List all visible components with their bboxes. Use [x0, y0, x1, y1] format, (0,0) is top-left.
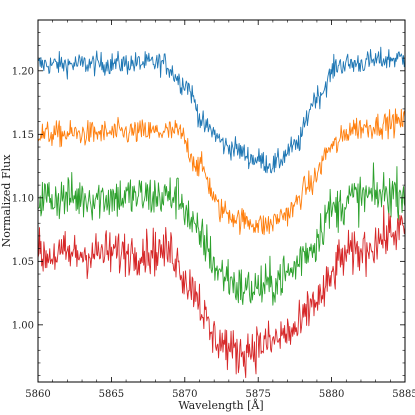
- series-line-1: [38, 46, 405, 174]
- x-tick-label: 5875: [245, 389, 270, 400]
- plot-frame: [37, 19, 406, 383]
- x-tick-label: 5870: [172, 389, 197, 400]
- series-line-3: [38, 162, 405, 306]
- y-axis-label: Normalized Flux: [0, 154, 13, 248]
- y-tick-label: 1.20: [12, 66, 34, 77]
- series-line-2: [38, 108, 405, 236]
- ticks-layer: 5860 5865 5870 5875 5880 5885 1.00 1.05 1.10 1.15…: [12, 19, 415, 400]
- series-line-4: [38, 204, 405, 379]
- y-tick-label: 1.05: [12, 257, 34, 268]
- y-tick-label: 1.15: [12, 130, 34, 141]
- y-tick-label: 1.10: [12, 193, 34, 204]
- x-axis-label: Wavelength [Å]: [178, 398, 263, 412]
- x-tick-label: 5860: [25, 389, 50, 400]
- x-tick-label: 5885: [392, 389, 415, 400]
- series-layer: [38, 46, 405, 379]
- x-tick-label: 5865: [99, 389, 124, 400]
- y-tick-label: 1.00: [12, 320, 34, 331]
- x-tick-label: 5880: [319, 389, 344, 400]
